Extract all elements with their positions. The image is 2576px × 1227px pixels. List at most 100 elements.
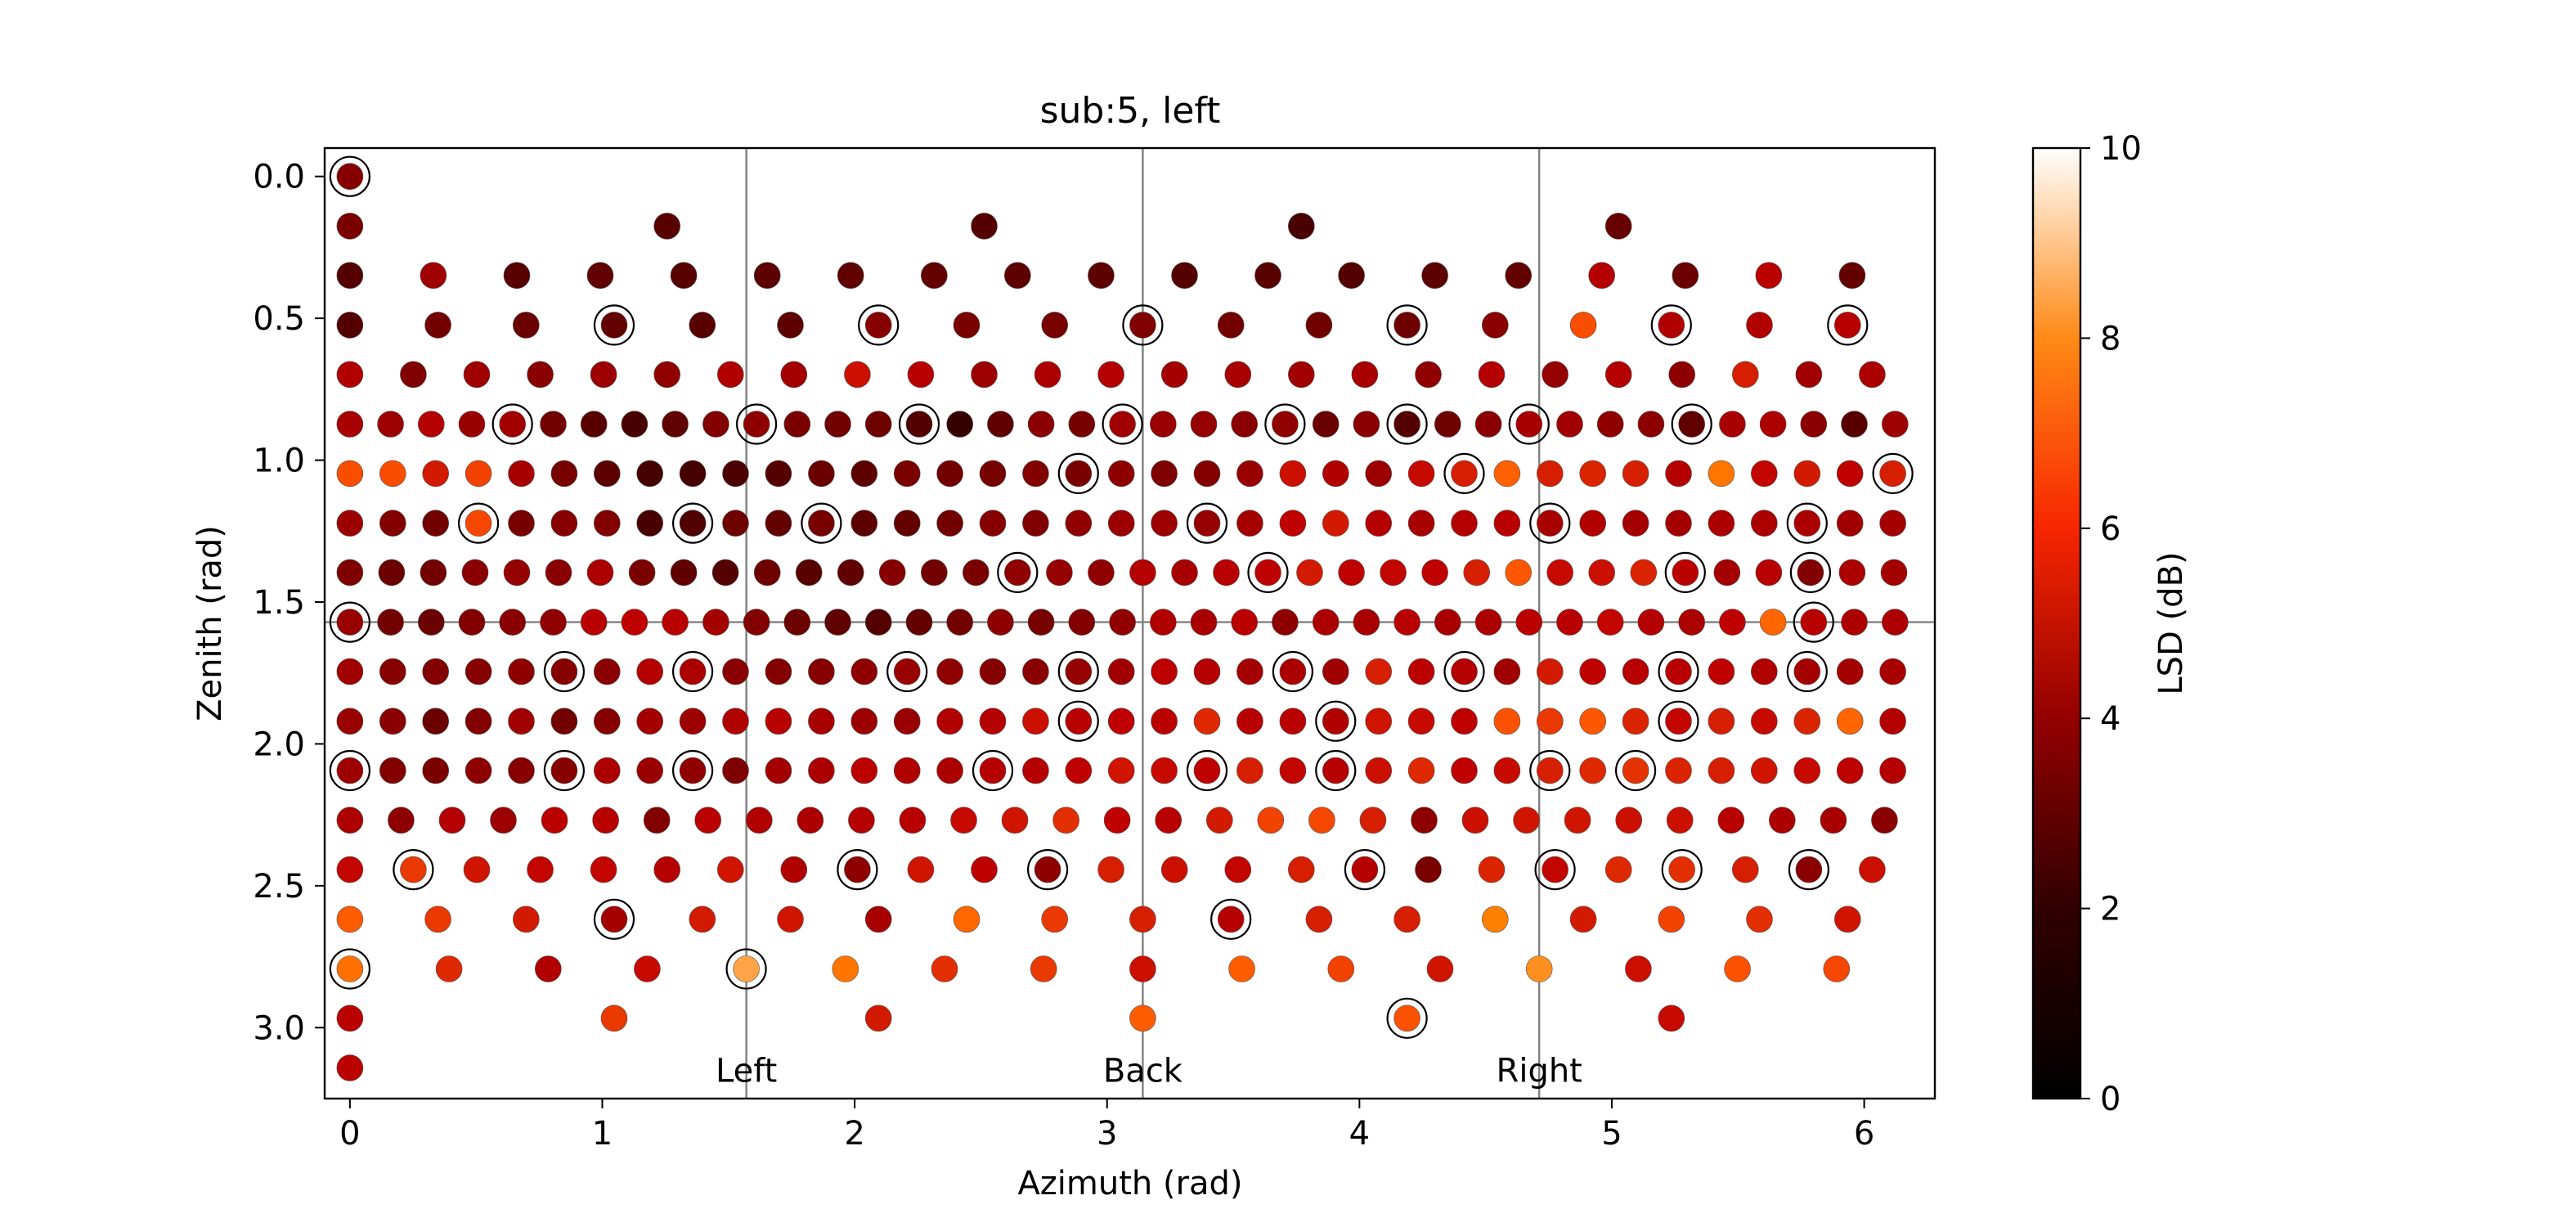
data-point: [1505, 559, 1532, 587]
data-point: [893, 708, 921, 735]
data-point: [590, 856, 617, 883]
data-point: [1338, 559, 1365, 587]
highlight-ring: [1786, 650, 1828, 693]
data-point: [508, 510, 535, 537]
data-point: [1213, 559, 1240, 587]
data-point: [1236, 510, 1263, 537]
data-point: [1224, 856, 1252, 883]
data-point: [463, 361, 491, 389]
data-point: [1556, 609, 1583, 636]
data-point: [1482, 312, 1509, 339]
highlight-ring: [1057, 650, 1099, 693]
data-point: [950, 807, 977, 834]
data-point: [1859, 856, 1886, 883]
data-point: [716, 361, 744, 389]
data-point: [1880, 559, 1908, 587]
data-point: [689, 906, 716, 933]
data-point: [1537, 757, 1564, 784]
data-point: [1068, 609, 1096, 636]
data-point: [458, 609, 486, 636]
highlight-ring: [1386, 997, 1428, 1039]
data-point: [1542, 361, 1568, 389]
data-point: [1478, 856, 1506, 883]
y-tick-label: 3.0: [253, 1009, 305, 1047]
data-point: [1800, 609, 1828, 636]
data-point: [1393, 1005, 1420, 1032]
x-tick-label: 5: [1601, 1115, 1622, 1153]
data-point: [1041, 312, 1068, 339]
data-point: [422, 708, 450, 735]
data-point: [336, 708, 364, 735]
data-point: [1493, 708, 1521, 735]
data-point: [1461, 807, 1489, 834]
data-point: [1150, 609, 1177, 636]
highlight-ring: [1386, 304, 1428, 346]
data-point: [379, 460, 406, 488]
data-point: [905, 411, 933, 438]
data-point: [1365, 708, 1392, 735]
data-point: [550, 708, 578, 735]
data-point: [753, 262, 781, 290]
data-point: [670, 559, 698, 587]
data-point: [1353, 411, 1380, 438]
data-point: [336, 361, 364, 389]
data-point: [1236, 460, 1263, 488]
highlight-ring: [837, 848, 878, 891]
data-point: [1588, 559, 1615, 587]
data-point: [1537, 460, 1564, 488]
data-point: [499, 609, 527, 636]
data-point: [1841, 609, 1868, 636]
data-point: [400, 856, 427, 883]
data-point: [388, 807, 415, 834]
data-point: [1193, 708, 1221, 735]
data-point: [336, 658, 364, 685]
data-point: [1556, 411, 1583, 438]
data-point: [777, 312, 804, 339]
data-point: [600, 1005, 628, 1032]
data-point: [1150, 411, 1177, 438]
data-point: [1579, 658, 1606, 685]
x-tick-label: 4: [1349, 1115, 1370, 1153]
data-point: [1622, 510, 1649, 537]
data-point: [963, 559, 990, 587]
data-point: [336, 510, 364, 537]
data-point: [1879, 460, 1906, 488]
data-point: [1836, 510, 1864, 537]
data-point: [1041, 906, 1068, 933]
data-point: [679, 658, 707, 685]
annotation-right: Right: [1497, 1052, 1582, 1090]
data-point: [1279, 708, 1307, 735]
data-point: [893, 658, 921, 685]
data-point: [780, 856, 808, 883]
data-point: [636, 658, 664, 685]
data-point: [1254, 262, 1281, 290]
data-point: [864, 411, 892, 438]
data-point: [1129, 1005, 1156, 1032]
y-tick-label: 2.5: [253, 868, 305, 906]
data-point: [931, 955, 958, 982]
data-point: [420, 262, 447, 290]
data-point: [765, 658, 792, 685]
data-point: [1312, 411, 1340, 438]
data-point: [946, 411, 973, 438]
highlight-ring: [972, 749, 1014, 792]
data-point: [1451, 708, 1478, 735]
data-point: [1751, 460, 1778, 488]
colorbar-tick-label: 2: [2100, 891, 2120, 928]
data-point: [1065, 510, 1093, 537]
data-point: [987, 411, 1014, 438]
data-point: [893, 510, 921, 537]
data-point: [777, 906, 804, 933]
data-point: [464, 658, 492, 685]
data-point: [1359, 807, 1387, 834]
data-point: [1746, 312, 1773, 339]
data-point: [733, 955, 760, 982]
data-point: [592, 807, 619, 834]
data-point: [593, 708, 621, 735]
y-tick-label: 2.0: [253, 726, 305, 763]
data-point: [765, 460, 792, 488]
data-point: [1353, 609, 1380, 636]
data-point: [541, 807, 568, 834]
data-point: [1838, 559, 1866, 587]
data-point: [864, 906, 892, 933]
